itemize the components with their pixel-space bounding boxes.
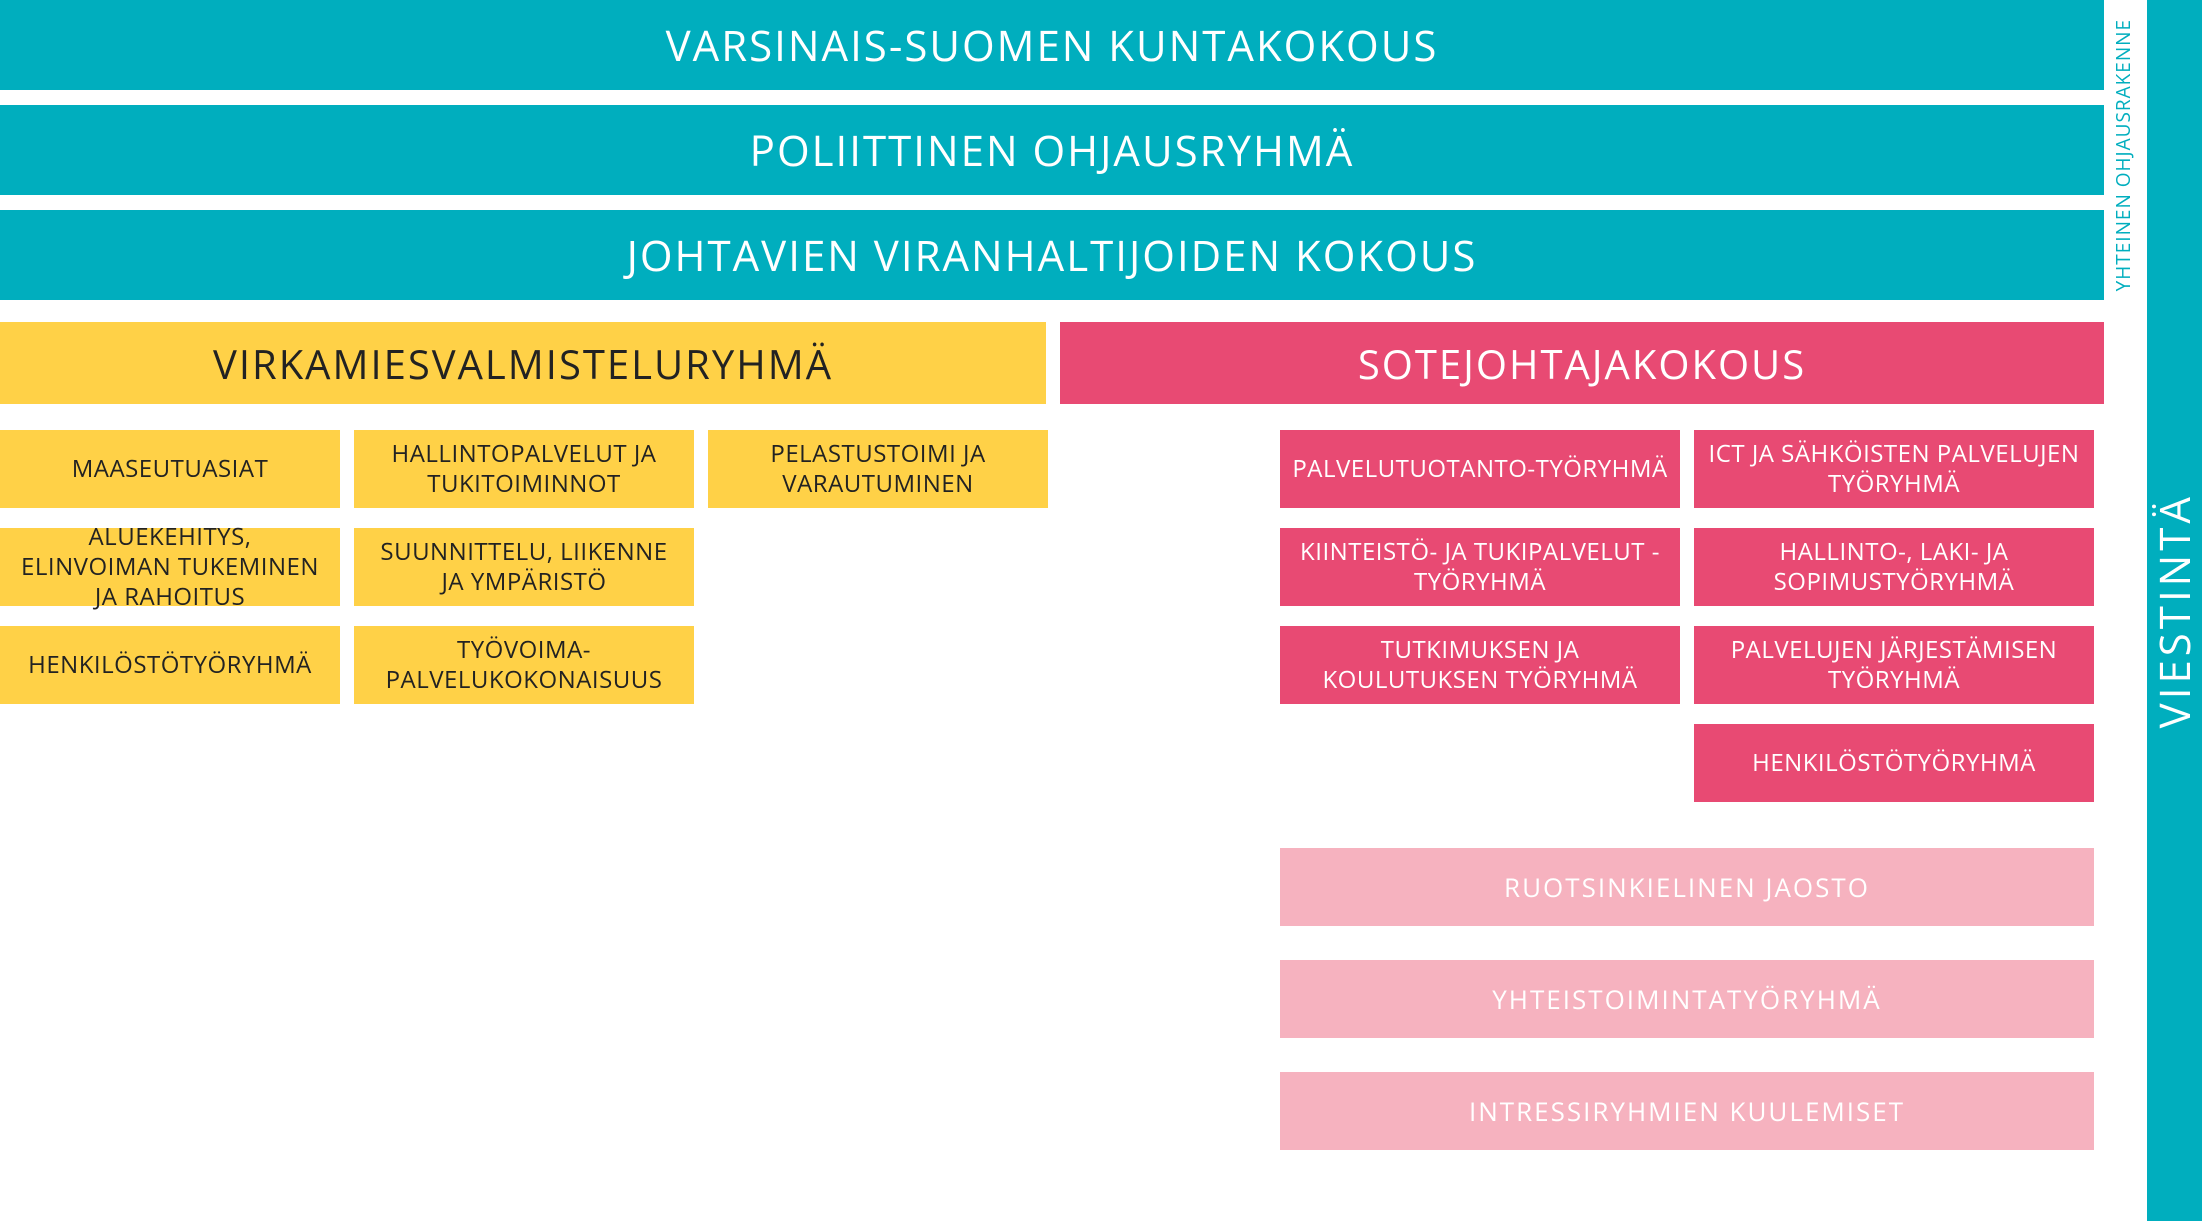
pink-cell-2-0: TUTKIMUKSEN JA KOULUTUKSEN TYÖRYHMÄ	[1280, 626, 1680, 704]
right-section-title: SOTEJOHTAJAKOKOUS	[1358, 336, 1806, 391]
yellow-cell-0-2: PELASTUSTOIMI JA VARAUTUMINEN	[708, 430, 1048, 508]
pink-cell-1-1: HALLINTO-, LAKI- JA SOPIMUSTYÖRYHMÄ	[1694, 528, 2094, 606]
top-bar-1: VARSINAIS-SUOMEN KUNTAKOKOUS	[0, 0, 2104, 90]
left-section-title: VIRKAMIESVALMISTELURYHMÄ	[213, 336, 833, 391]
right-section-header: SOTEJOHTAJAKOKOUS	[1060, 322, 2104, 404]
pink-cell-1-0: KIINTEISTÖ- JA TUKIPALVELUT -TYÖRYHMÄ	[1280, 528, 1680, 606]
side-label-governance-text: YHTEINEN OHJAUSRAKENNE	[2110, 19, 2136, 291]
main-area: VARSINAIS-SUOMEN KUNTAKOKOUS POLIITTINEN…	[0, 0, 2104, 1221]
top-bar-1-label: VARSINAIS-SUOMEN KUNTAKOKOUS	[666, 17, 1439, 74]
side-bar-communication: VIESTINTÄ	[2147, 0, 2202, 1221]
yellow-cell-1-1: SUUNNITTELU, LIIKENNE JA YMPÄRISTÖ	[354, 528, 694, 606]
yellow-cell-2-0: HENKILÖSTÖTYÖRYHMÄ	[0, 626, 340, 704]
top-bar-2: POLIITTINEN OHJAUSRYHMÄ	[0, 105, 2104, 195]
pink-cell-0-0: PALVELUTUOTANTO-TYÖRYHMÄ	[1280, 430, 1680, 508]
pink-cell-0-1: ICT JA SÄHKÖISTEN PALVELUJEN TYÖRYHMÄ	[1694, 430, 2094, 508]
yellow-cell-0-0: MAASEUTUASIAT	[0, 430, 340, 508]
pink-cell-2-1: PALVELUJEN JÄRJESTÄMISEN TYÖRYHMÄ	[1694, 626, 2094, 704]
yellow-cell-2-1: TYÖVOIMA-PALVELUKOKONAISUUS	[354, 626, 694, 704]
side-label-governance: YHTEINEN OHJAUSRAKENNE	[2104, 0, 2142, 310]
top-bar-3: JOHTAVIEN VIRANHALTIJOIDEN KOKOUS	[0, 210, 2104, 300]
light-pink-cell-0: RUOTSINKIELINEN JAOSTO	[1280, 848, 2094, 926]
light-pink-cell-1: YHTEISTOIMINTATYÖRYHMÄ	[1280, 960, 2094, 1038]
yellow-cell-0-1: HALLINTOPALVELUT JA TUKITOIMINNOT	[354, 430, 694, 508]
yellow-cell-1-0: ALUEKEHITYS, ELINVOIMAN TUKEMINEN JA RAH…	[0, 528, 340, 606]
top-bar-3-label: JOHTAVIEN VIRANHALTIJOIDEN KOKOUS	[627, 227, 1478, 284]
light-pink-cell-2: INTRESSIRYHMIEN KUULEMISET	[1280, 1072, 2094, 1150]
pink-cell-3-1: HENKILÖSTÖTYÖRYHMÄ	[1694, 724, 2094, 802]
left-section-header: VIRKAMIESVALMISTELURYHMÄ	[0, 322, 1046, 404]
top-bar-2-label: POLIITTINEN OHJAUSRYHMÄ	[750, 122, 1355, 179]
side-bar-communication-text: VIESTINTÄ	[2146, 493, 2202, 728]
